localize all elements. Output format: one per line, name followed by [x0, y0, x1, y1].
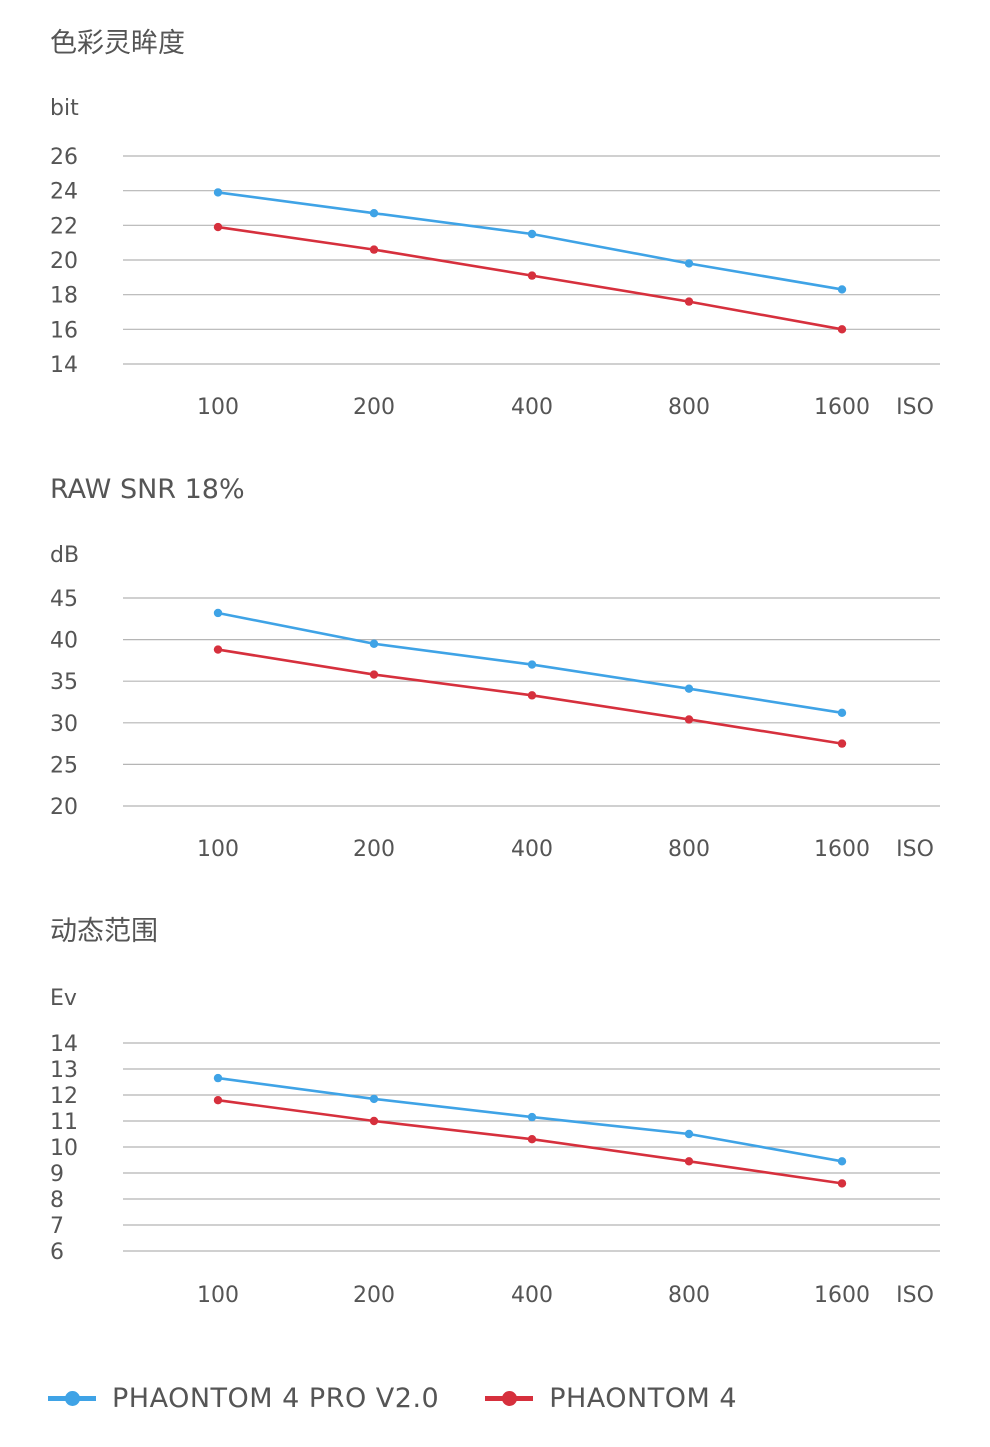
chart-3-series-1-point — [213, 1073, 223, 1083]
chart-2-y-tick-label: 45 — [50, 587, 78, 612]
chart-2-series-1-point — [369, 639, 379, 648]
chart-2-title: RAW SNR 18% — [50, 474, 245, 505]
chart-1-y-tick-label: 24 — [50, 180, 78, 205]
chart-3-x-tick-label: 1600 — [814, 1283, 870, 1308]
chart-2-series-2-point — [213, 645, 223, 654]
chart-3-x-tick-label: 400 — [511, 1283, 553, 1308]
chart-3-y-tick-label: 9 — [50, 1162, 64, 1187]
chart-3-y-tick-label: 10 — [50, 1136, 78, 1161]
chart-3-x-tick-label: 200 — [353, 1283, 395, 1308]
chart-3-x-tick-label: 800 — [668, 1283, 710, 1308]
chart-1-series-1-point — [369, 209, 379, 218]
chart-3-y-tick-label: 8 — [50, 1188, 64, 1213]
chart-1-y-tick-label: 18 — [50, 284, 78, 309]
legend: PHAONTOM 4 PRO V2.0 PHAONTOM 4 — [48, 1374, 783, 1422]
chart-1-y-tick-label: 20 — [50, 249, 78, 274]
chart-3-series-2-point — [213, 1096, 223, 1105]
chart-2-y-tick-label: 25 — [50, 753, 78, 778]
chart-2-x-tick-label: 100 — [197, 837, 239, 862]
chart-2-x-tick-label: 1600 — [814, 837, 870, 862]
chart-3-series-1-point — [527, 1112, 537, 1122]
chart-1-x-tick-label: 400 — [511, 395, 553, 420]
chart-3-y-tick-label: 13 — [50, 1058, 78, 1083]
chart-1-series-2-point — [684, 297, 694, 306]
chart-1-x-tick-label: 100 — [197, 395, 239, 420]
chart-3-series-1-point — [369, 1094, 379, 1104]
chart-2-y-tick-label: 20 — [50, 795, 78, 820]
chart-2-y-tick-label: 40 — [50, 629, 78, 654]
chart-3-series-2-point — [527, 1135, 537, 1144]
chart-2-x-tick-label: 200 — [353, 837, 395, 862]
chart-2-y-unit-label: dB — [50, 543, 79, 568]
chart-2-y-tick-label: 35 — [50, 670, 78, 695]
legend-swatch-series-1 — [48, 1390, 96, 1406]
chart-3-series-1-point — [684, 1129, 694, 1139]
chart-1-series-1-point — [527, 229, 537, 239]
chart-1-y-tick-label: 16 — [50, 318, 78, 343]
chart-1-series-2-point — [369, 245, 379, 254]
chart-2-series-1-point — [527, 660, 537, 669]
chart-2-y-tick-label: 30 — [50, 712, 78, 737]
chart-3-y-tick-label: 14 — [50, 1032, 78, 1057]
chart-2-x-tick-label: 800 — [668, 837, 710, 862]
chart-1-series-2-point — [213, 222, 223, 232]
chart-1-x-tick-label: 1600 — [814, 395, 870, 420]
legend-item-series-2: PHAONTOM 4 — [485, 1383, 737, 1414]
chart-2-series-2-point — [684, 715, 694, 724]
legend-label-series-1: PHAONTOM 4 PRO V2.0 — [112, 1382, 440, 1414]
chart-1-x-tick-label: 800 — [668, 395, 710, 420]
chart-2-series-2-point — [837, 739, 847, 748]
chart-3-title: 动态范围 — [50, 916, 158, 947]
chart-1-y-tick-label: 14 — [50, 353, 78, 378]
chart-2-series-1-point — [684, 684, 694, 693]
legend-label-series-2: PHAONTOM 4 — [549, 1382, 738, 1414]
chart-3-y-tick-label: 11 — [50, 1110, 78, 1135]
chart-2-series-1-point — [213, 608, 223, 618]
chart-1-title: 色彩灵眸度 — [50, 28, 185, 59]
chart-1-series-1-point — [837, 285, 847, 294]
chart-1-y-tick-label: 22 — [50, 214, 78, 239]
chart-2-series-2-point — [527, 691, 537, 700]
chart-1-y-tick-label: 26 — [50, 145, 78, 170]
chart-1-series-1-point — [684, 259, 694, 268]
chart-1-x-tick-label: 200 — [353, 395, 395, 420]
chart-2-series-2-point — [369, 670, 379, 679]
chart-3-y-unit-label: Ev — [50, 986, 77, 1011]
legend-item-series-1: PHAONTOM 4 PRO V2.0 — [48, 1383, 439, 1414]
chart-3-x-unit-label: ISO — [896, 1283, 934, 1308]
chart-3-y-tick-label: 6 — [50, 1240, 64, 1265]
chart-2-series-1-point — [837, 708, 847, 718]
chart-1-x-unit-label: ISO — [896, 395, 934, 420]
chart-1-series-1-point — [213, 188, 223, 197]
chart-1-series-2-point — [837, 325, 847, 334]
chart-3-x-tick-label: 100 — [197, 1283, 239, 1308]
chart-3-series-2-point — [837, 1179, 847, 1188]
chart-3-y-tick-label: 7 — [50, 1214, 64, 1239]
chart-2-x-tick-label: 400 — [511, 837, 553, 862]
legend-swatch-series-2 — [485, 1390, 534, 1406]
chart-3-series-2-point — [684, 1157, 694, 1166]
chart-1-series-2-point — [527, 271, 537, 280]
chart-3-y-tick-label: 12 — [50, 1084, 78, 1109]
chart-3-series-1-point — [837, 1157, 847, 1166]
chart-2-x-unit-label: ISO — [896, 837, 934, 862]
chart-3-series-2-point — [369, 1116, 379, 1126]
chart-1-y-unit-label: bit — [50, 96, 79, 121]
